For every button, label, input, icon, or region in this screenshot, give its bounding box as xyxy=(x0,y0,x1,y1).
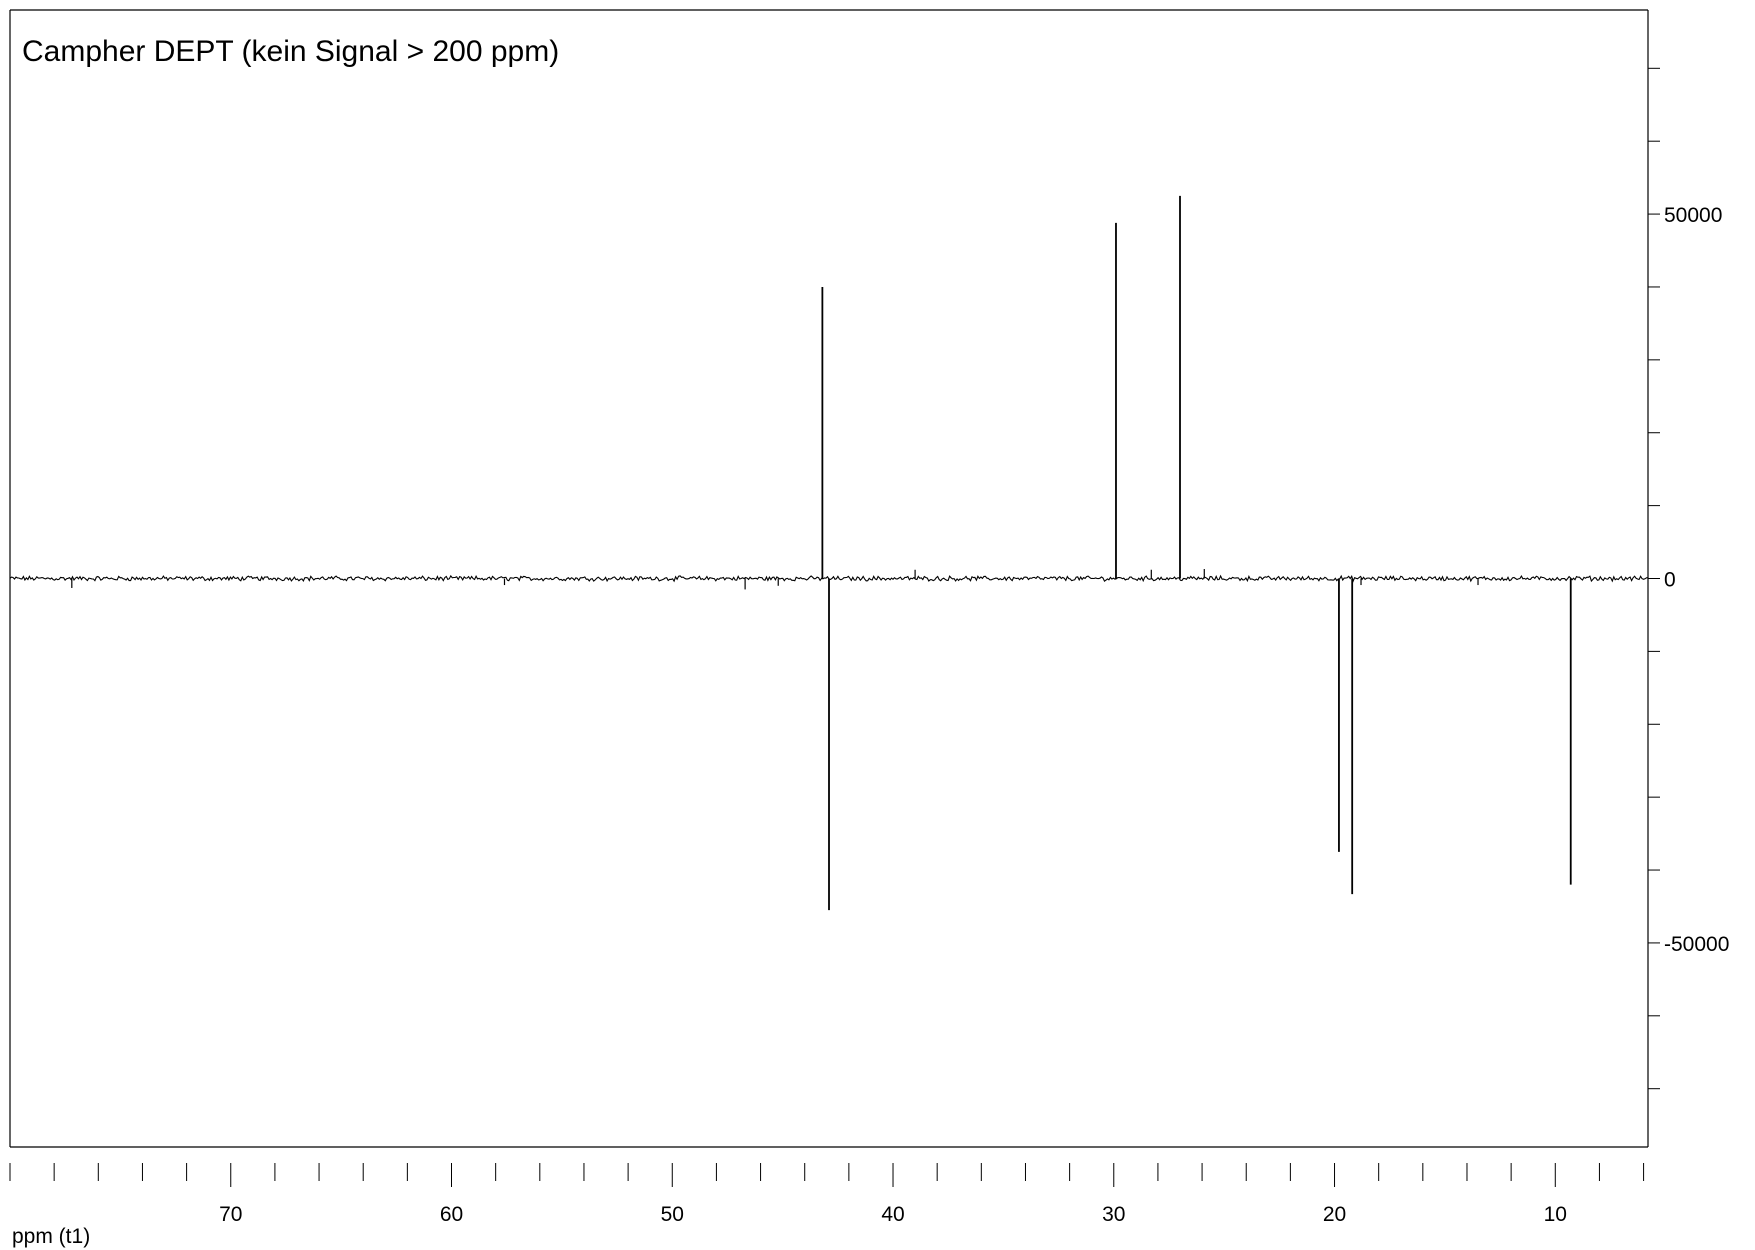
chart-title: Campher DEPT (kein Signal > 200 ppm) xyxy=(22,35,559,68)
y-tick-label: 50000 xyxy=(1664,204,1722,227)
x-tick-label: 30 xyxy=(1102,1203,1125,1226)
spectrum-series xyxy=(9,195,1649,911)
plot-frame xyxy=(9,9,1649,1148)
x-tick-label: 60 xyxy=(440,1203,463,1226)
y-tick-label: 0 xyxy=(1664,569,1676,592)
x-tick-label: 50 xyxy=(661,1203,684,1226)
x-tick-label: 70 xyxy=(219,1203,242,1226)
x-tick-label: 20 xyxy=(1323,1203,1346,1226)
x-tick-label: 10 xyxy=(1544,1203,1567,1226)
x-axis-ticks: 70 60 50 40 30 20 10 xyxy=(9,1163,1645,1226)
y-tick-label: -50000 xyxy=(1664,933,1729,956)
x-axis-title: ppm (t1) xyxy=(12,1225,90,1248)
y-axis-ticks: 50000 0 -50000 xyxy=(1648,67,1729,1090)
x-tick-label: 40 xyxy=(881,1203,904,1226)
